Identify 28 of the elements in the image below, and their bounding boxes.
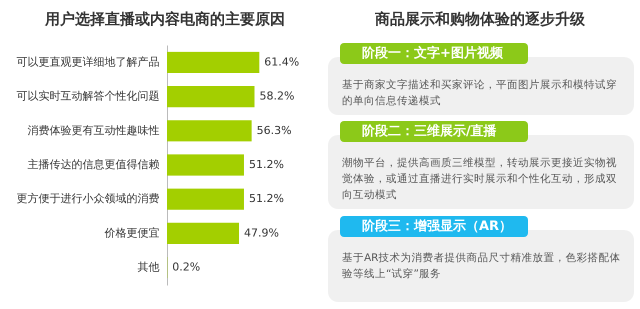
- y-tick-label: 价格更便宜: [104, 226, 160, 240]
- data-label: 56.3%: [256, 124, 292, 137]
- bar: [167, 154, 244, 176]
- y-tick-label: 可以更直观更详细地了解产品: [16, 55, 160, 68]
- chart-title: 用户选择直播或内容电商的主要原因: [44, 10, 285, 28]
- data-label: 51.2%: [248, 192, 284, 206]
- data-label: 61.4%: [264, 55, 300, 68]
- data-label: 58.2%: [259, 90, 294, 103]
- text: 阶段三：增强显示（AR）: [340, 216, 528, 237]
- text: 阶段二：三维展示/直播: [340, 121, 528, 142]
- bar: [167, 52, 260, 74]
- y-tick-label: 可以实时互动解答个性化问题: [16, 90, 160, 103]
- y-tick-label: 主播传达的信息更值得信赖: [28, 158, 160, 171]
- y-tick-label: 其他: [138, 260, 160, 274]
- text: 商品展示和购物体验的逐步升级: [374, 10, 586, 29]
- text: 阶段一：文字+图片视频: [340, 43, 528, 64]
- data-label: 0.2%: [172, 260, 200, 274]
- bar: [167, 222, 240, 244]
- y-tick-label: 更方便于进行小众领域的消费: [16, 192, 160, 206]
- y-tick-label: 消费体验更有互动性趣味性: [28, 124, 160, 137]
- text: 基于商家文字描述和买家评论，平面图片展示和模特试穿的单向信息传递模式: [342, 79, 617, 107]
- text: 潮物平台，提供高画质三维模型，转动展示更接近实物视觉体验，或通过直播进行实时展示和个性化互动，形成双向互动模式: [342, 157, 617, 201]
- data-label: 47.9%: [244, 226, 279, 240]
- bar: [167, 86, 254, 108]
- text: 基于AR技术为消费者提供商品尺寸精准放置，色彩搭配体验等线上“试穿”服务: [342, 252, 620, 280]
- bar: [167, 188, 244, 210]
- bar: [167, 120, 252, 142]
- data-label: 51.2%: [248, 158, 284, 171]
